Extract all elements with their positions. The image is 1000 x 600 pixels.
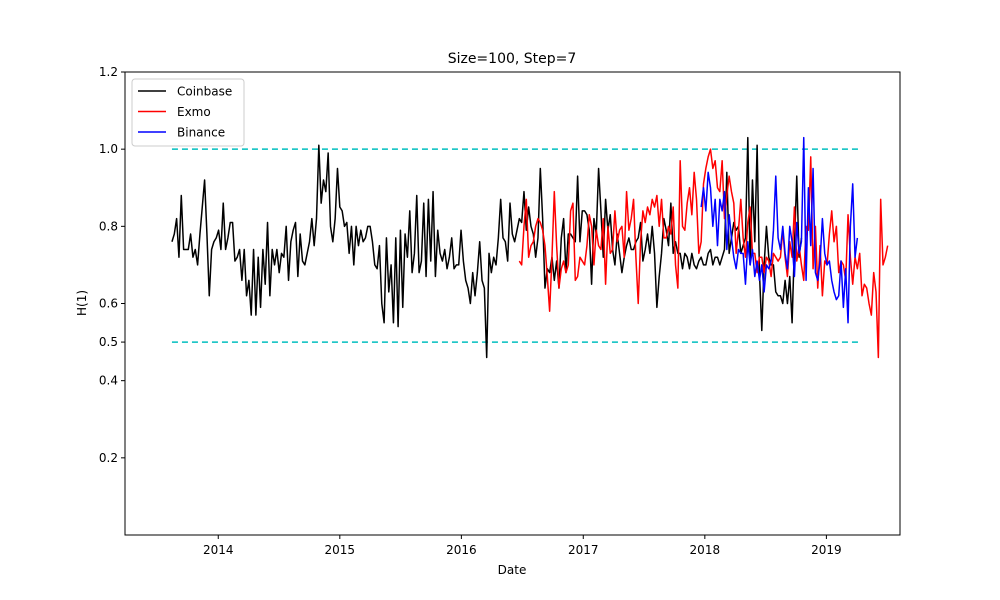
chart-title: Size=100, Step=7 xyxy=(448,51,577,67)
y-axis-label: H(1) xyxy=(75,290,89,316)
y-tick-label: 1.0 xyxy=(99,142,118,156)
series-line-coinbase xyxy=(171,136,803,359)
legend-box xyxy=(131,78,245,147)
x-tick-label: 2015 xyxy=(325,543,356,557)
y-tick-label: 0.5 xyxy=(99,335,118,349)
legend: Coinbase Exmo Binance xyxy=(131,78,245,147)
plot-area-frame xyxy=(124,71,901,536)
legend-label-exmo: Exmo xyxy=(177,105,211,119)
y-tick-label: 0.8 xyxy=(99,219,118,233)
series-lines xyxy=(171,136,889,359)
x-tick-label: 2016 xyxy=(446,543,477,557)
x-axis-label: Date xyxy=(498,563,527,577)
x-tick-label: 2018 xyxy=(690,543,721,557)
legend-label-coinbase: Coinbase xyxy=(177,85,232,99)
x-axis-ticks: 2014 2015 2016 2017 2018 2019 xyxy=(203,535,842,557)
y-tick-label: 0.2 xyxy=(99,451,118,465)
x-tick-label: 2017 xyxy=(568,543,599,557)
x-tick-label: 2014 xyxy=(203,543,234,557)
reference-lines xyxy=(171,148,862,343)
y-tick-label: 0.4 xyxy=(99,374,118,388)
x-tick-label: 2019 xyxy=(811,543,842,557)
y-tick-label: 1.2 xyxy=(99,65,118,79)
y-axis-ticks: 0.2 0.4 0.5 0.6 0.8 1.0 1.2 xyxy=(99,65,125,465)
y-tick-label: 0.6 xyxy=(99,297,118,311)
legend-label-binance: Binance xyxy=(177,126,225,140)
series-line-binance xyxy=(700,136,859,324)
